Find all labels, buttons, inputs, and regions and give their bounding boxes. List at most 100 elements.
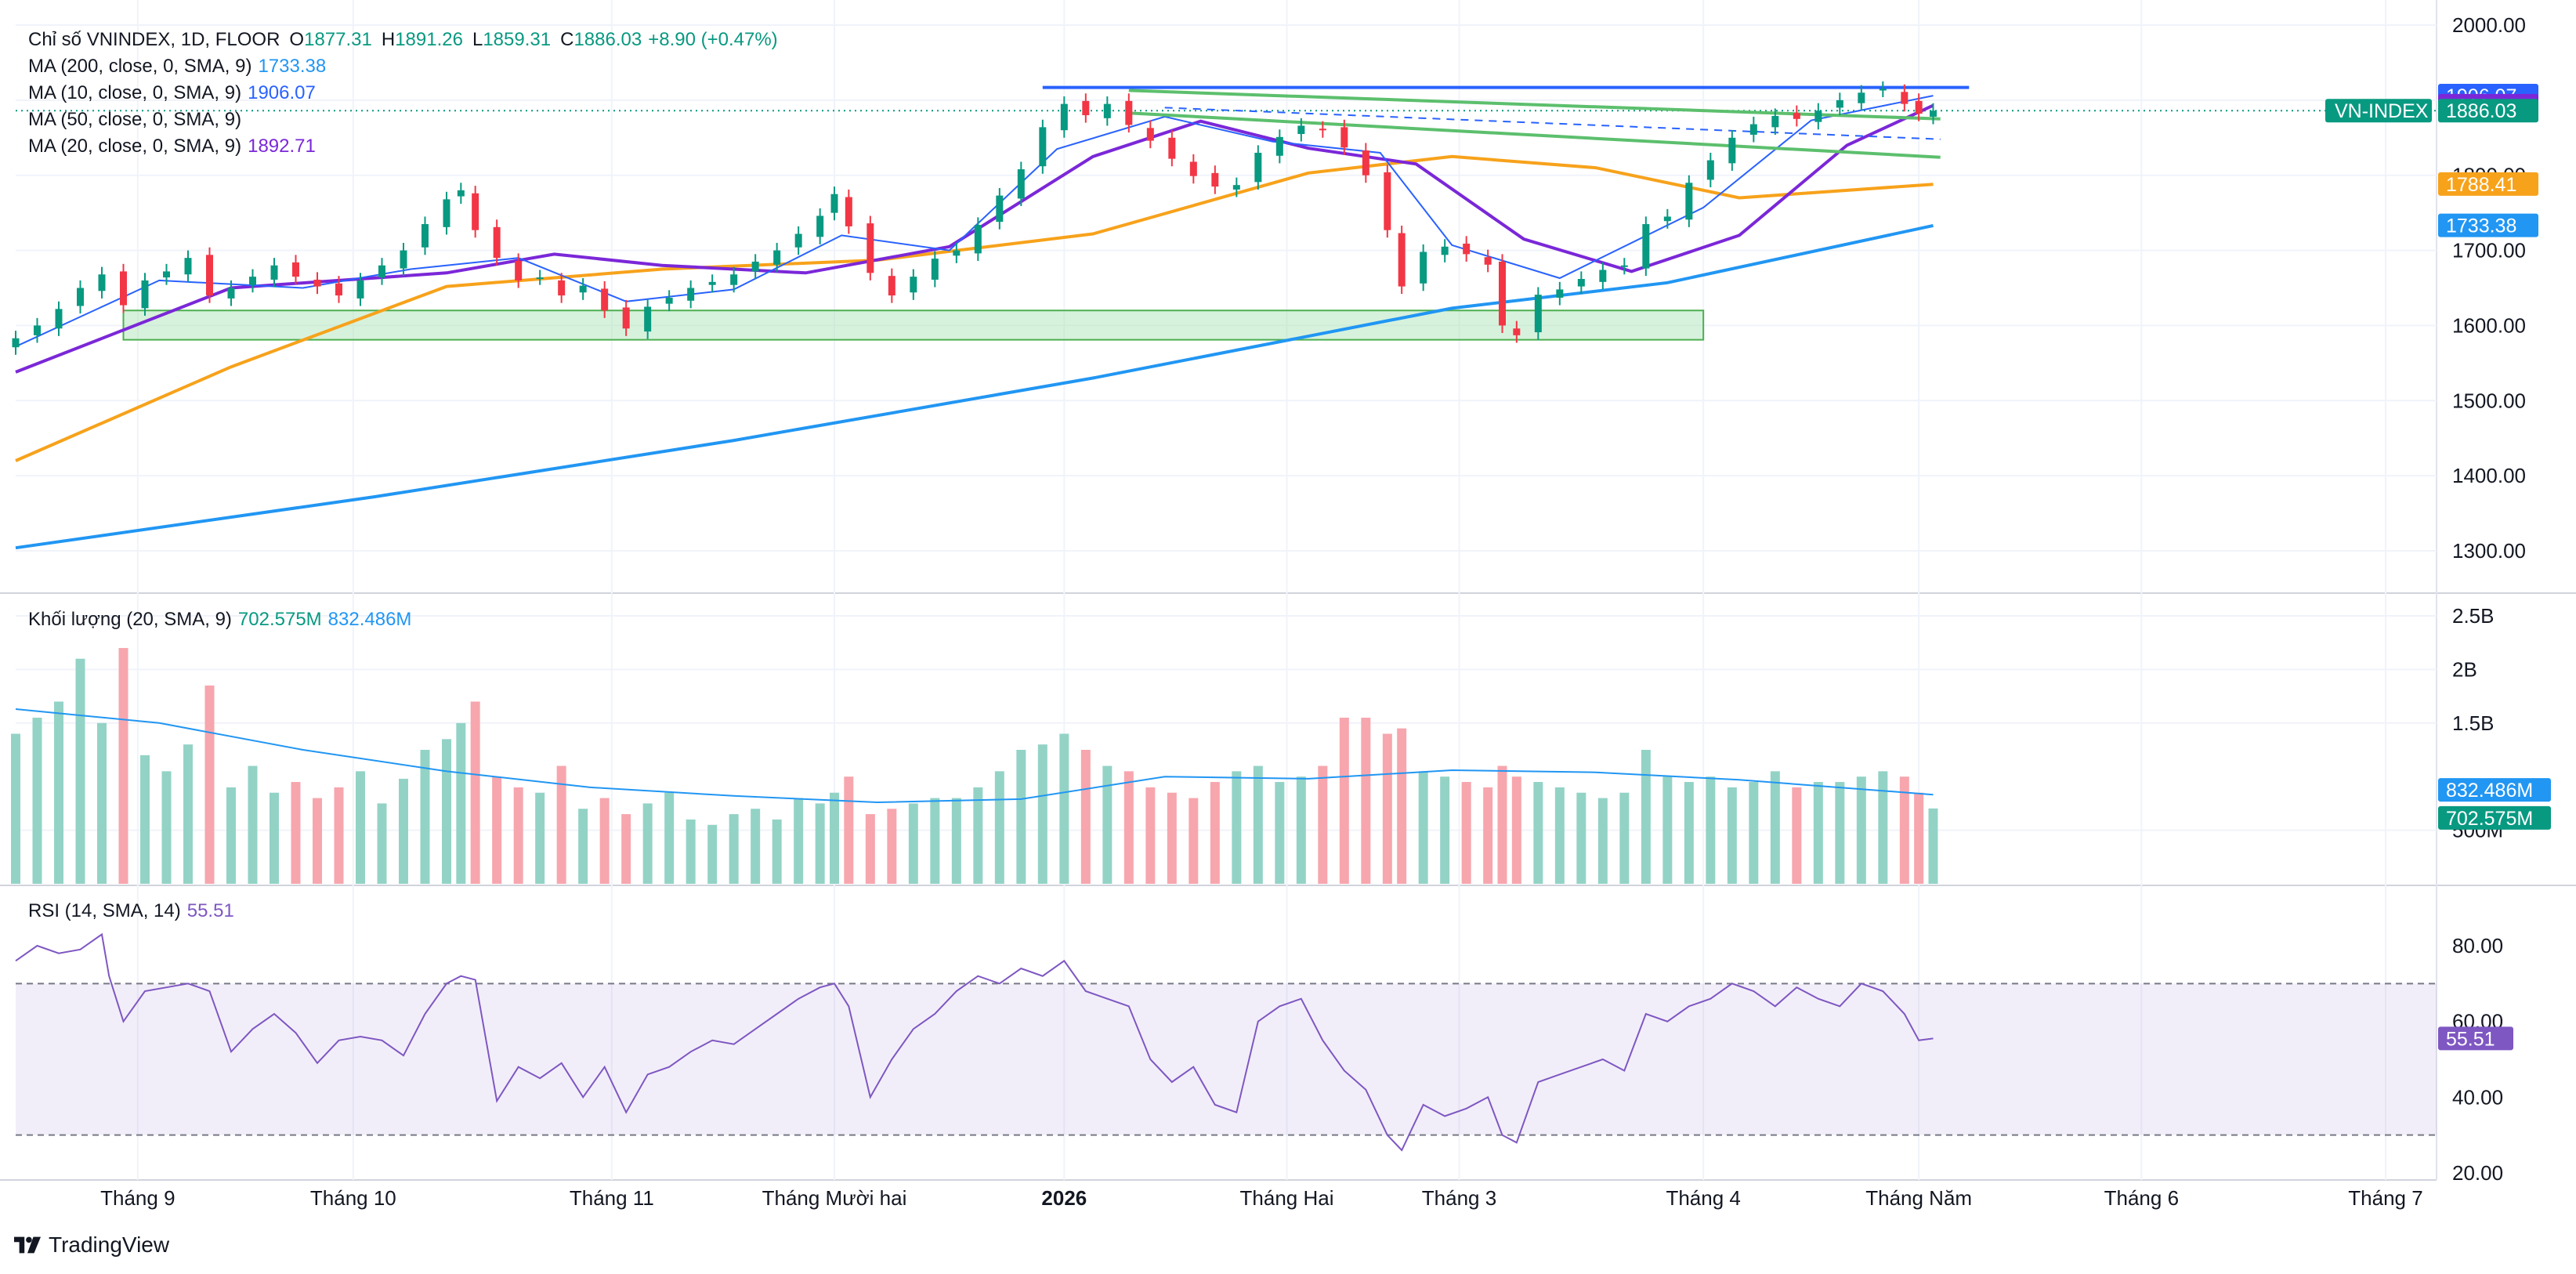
- low-label: L: [472, 29, 483, 50]
- candle-body: [708, 281, 716, 285]
- volume-bar: [226, 787, 236, 884]
- low-value: 1859.31: [483, 29, 552, 50]
- candle-body: [1168, 137, 1176, 159]
- candle-body: [996, 195, 1004, 223]
- volume-bar: [686, 819, 696, 884]
- volume-bar: [334, 787, 344, 884]
- volume-bar: [887, 809, 897, 884]
- candle-body: [953, 250, 961, 256]
- candle-body: [400, 250, 407, 269]
- time-axis-label: Tháng 11: [570, 1186, 654, 1210]
- candle-body: [830, 194, 838, 213]
- candle-body: [1814, 110, 1822, 122]
- trendline: [1128, 89, 1941, 121]
- volume-bar: [1914, 792, 1924, 884]
- candle-body: [1499, 261, 1506, 326]
- candle-body: [1060, 103, 1068, 131]
- time-axis-label: Tháng 10: [310, 1186, 396, 1210]
- volume-bar: [930, 798, 940, 884]
- symbol-name-tag: VN-INDEX: [2325, 99, 2432, 123]
- volume-tick-label: 2.5B: [2452, 604, 2495, 628]
- ma50-legend[interactable]: MA (50, close, 0, SMA, 9): [28, 107, 778, 133]
- volume-bar: [751, 809, 761, 884]
- candle-body: [1254, 152, 1262, 183]
- volume-bar: [1856, 776, 1866, 884]
- candle-body: [867, 223, 874, 273]
- candle-body: [120, 271, 127, 306]
- volume-bar: [1440, 776, 1450, 884]
- time-axis-label: Tháng 6: [2104, 1186, 2179, 1210]
- candle-body: [1685, 183, 1693, 220]
- volume-bar: [470, 701, 480, 884]
- volume-bar: [97, 722, 107, 884]
- ma10-legend[interactable]: MA (10, close, 0, SMA, 9) 1906.07: [28, 80, 778, 107]
- price-axis-tag: 1788.41: [2438, 172, 2538, 196]
- volume-value: 702.575M: [237, 609, 322, 630]
- candle-body: [1836, 100, 1843, 108]
- volume-bar: [1928, 808, 1938, 884]
- price-tick-label: 2000.00: [2452, 13, 2526, 37]
- volume-bar: [1619, 792, 1630, 884]
- candle-body: [730, 274, 738, 285]
- price-tick-label: 1700.00: [2452, 239, 2526, 262]
- time-axis-label: Tháng Hai: [1240, 1186, 1334, 1210]
- volume-bar: [1318, 765, 1328, 884]
- volume-bar: [1059, 733, 1069, 884]
- volume-tick-label: 1.5B: [2452, 711, 2495, 735]
- candle-body: [1484, 257, 1492, 265]
- close-label: C: [560, 29, 574, 50]
- ma50-label: MA (50, close, 0, SMA, 9): [28, 109, 242, 130]
- volume-bar: [75, 658, 85, 884]
- candle-body: [1513, 328, 1521, 335]
- tradingview-brand[interactable]: TradingView: [14, 1232, 169, 1258]
- volume-bar: [621, 814, 631, 884]
- volume-bar: [844, 776, 854, 884]
- ma20-legend[interactable]: MA (20, close, 0, SMA, 9) 1892.71: [28, 133, 778, 160]
- rsi-value: 55.51: [186, 900, 234, 921]
- volume-bar: [794, 798, 804, 884]
- candle-body: [1082, 100, 1090, 116]
- candle-body: [249, 277, 256, 285]
- candle-body: [773, 250, 781, 265]
- volume-bar: [1210, 782, 1220, 884]
- candle-body: [378, 265, 385, 278]
- volume-bar: [642, 803, 653, 884]
- brand-name: TradingView: [49, 1232, 170, 1257]
- volume-bar: [1361, 717, 1371, 884]
- candle-body: [931, 259, 939, 280]
- ma200-legend[interactable]: MA (200, close, 0, SMA, 9) 1733.38: [28, 53, 778, 80]
- volume-bar: [492, 776, 502, 884]
- time-axis-label: Tháng 7: [2348, 1186, 2422, 1210]
- time-axis-label: Tháng Mười hai: [762, 1186, 907, 1210]
- high-value: 1891.26: [395, 29, 463, 50]
- high-label: H: [381, 29, 396, 50]
- candle-body: [1793, 113, 1800, 119]
- ma200-value: 1733.38: [258, 56, 327, 77]
- volume-legend[interactable]: Khối lượng (20, SMA, 9) 702.575M 832.486…: [28, 606, 411, 633]
- volume-bar: [248, 765, 258, 884]
- candle-body: [1901, 92, 1908, 104]
- candle-body: [816, 215, 824, 237]
- candle-body: [1858, 92, 1865, 103]
- volume-bar: [1770, 771, 1780, 884]
- close-value: 1886.03: [573, 29, 642, 50]
- volume-tick-label: 2B: [2452, 657, 2477, 681]
- candle-body: [1103, 103, 1111, 118]
- volume-bar: [1899, 776, 1909, 884]
- candle-body: [421, 224, 429, 248]
- ma10-label: MA (10, close, 0, SMA, 9): [28, 82, 242, 103]
- candle-body: [751, 261, 759, 272]
- rsi-legend[interactable]: RSI (14, SMA, 14) 55.51: [28, 898, 234, 925]
- volume-bar: [599, 798, 610, 884]
- symbol-title[interactable]: Chỉ số VNINDEX, 1D, FLOOR: [28, 29, 280, 50]
- candle-body: [794, 233, 802, 248]
- ma200-label: MA (200, close, 0, SMA, 9): [28, 56, 252, 77]
- candle-body: [1463, 243, 1471, 255]
- svg-text:702.575M: 702.575M: [2446, 808, 2533, 830]
- candle-body: [665, 297, 673, 304]
- volume-bar: [1727, 787, 1737, 884]
- candle-body: [55, 309, 63, 329]
- candle-body: [1420, 252, 1427, 284]
- tradingview-logo-icon: [14, 1236, 41, 1254]
